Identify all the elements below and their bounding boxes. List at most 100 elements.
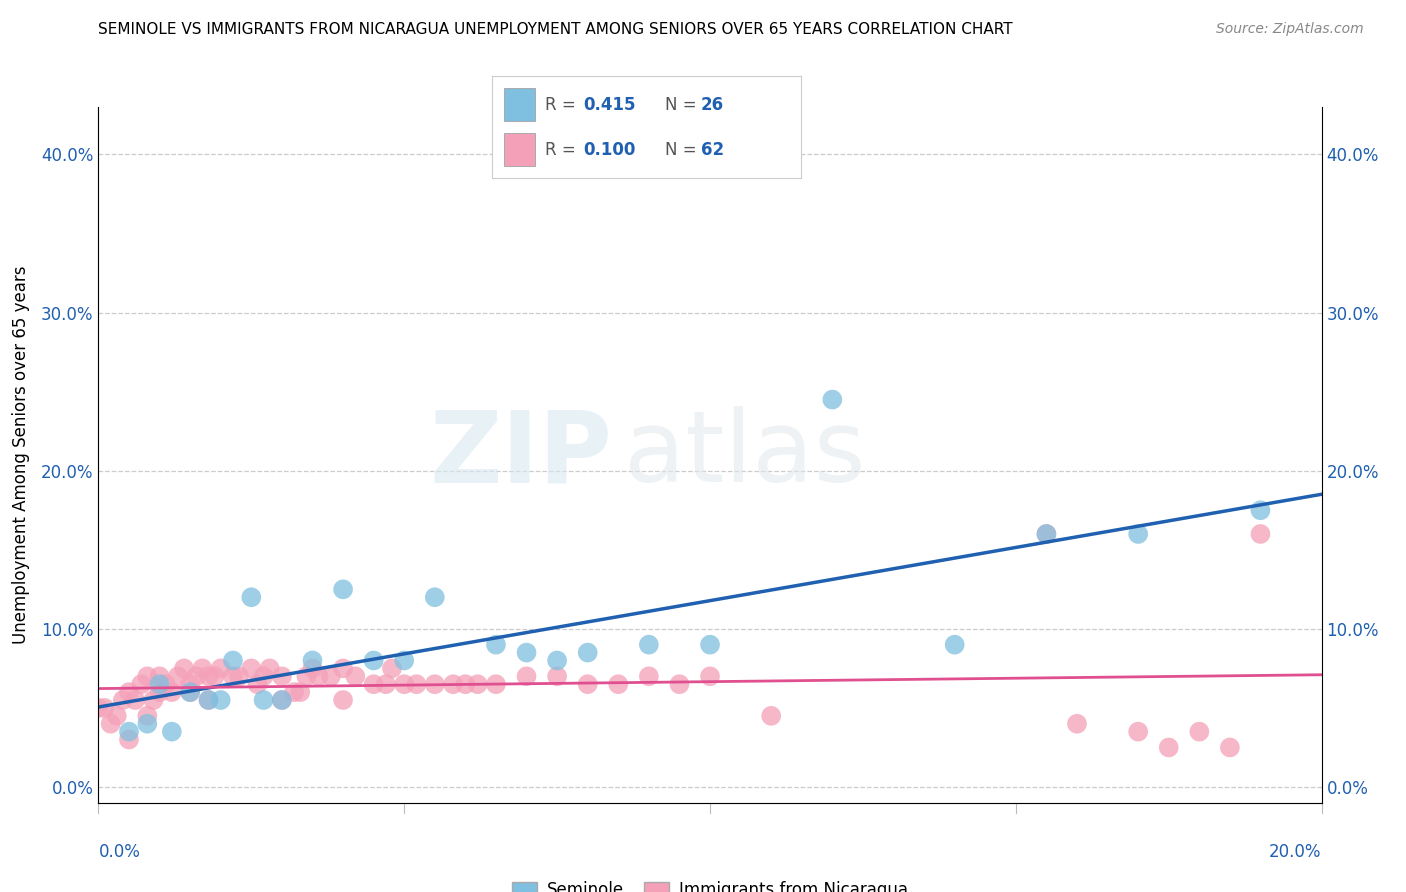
Point <box>179 677 201 691</box>
Y-axis label: Unemployment Among Seniors over 65 years: Unemployment Among Seniors over 65 years <box>11 266 30 644</box>
Point <box>332 661 354 675</box>
Point <box>699 669 721 683</box>
Point <box>308 669 330 683</box>
FancyBboxPatch shape <box>505 88 536 121</box>
Point <box>943 638 966 652</box>
Point <box>344 669 367 683</box>
Text: 62: 62 <box>700 141 724 159</box>
Point <box>129 677 152 691</box>
Point <box>222 669 245 683</box>
Point <box>270 693 292 707</box>
Point <box>252 669 274 683</box>
Point <box>301 661 323 675</box>
Point <box>295 669 318 683</box>
Text: SEMINOLE VS IMMIGRANTS FROM NICARAGUA UNEMPLOYMENT AMONG SENIORS OVER 65 YEARS C: SEMINOLE VS IMMIGRANTS FROM NICARAGUA UN… <box>98 22 1014 37</box>
Point <box>423 591 446 605</box>
Point <box>228 669 250 683</box>
Point <box>136 708 159 723</box>
Point <box>454 677 477 691</box>
Point <box>136 669 159 683</box>
Point <box>105 708 128 723</box>
Point <box>149 669 172 683</box>
Point <box>204 669 226 683</box>
Point <box>821 392 844 407</box>
Text: 26: 26 <box>700 95 724 113</box>
Point <box>637 669 661 683</box>
Point <box>576 646 599 660</box>
Text: 20.0%: 20.0% <box>1270 843 1322 861</box>
Point <box>259 661 281 675</box>
Text: R =: R = <box>544 141 581 159</box>
Text: atlas: atlas <box>624 407 866 503</box>
Point <box>209 661 232 675</box>
Point <box>179 685 201 699</box>
Point <box>332 582 354 597</box>
Point <box>546 653 568 667</box>
Point <box>332 693 354 707</box>
Point <box>1157 740 1180 755</box>
Point <box>363 677 385 691</box>
Point <box>546 669 568 683</box>
Point <box>290 685 312 699</box>
Point <box>485 677 508 691</box>
Text: N =: N = <box>665 141 702 159</box>
Point <box>576 677 599 691</box>
Point <box>319 669 342 683</box>
Point <box>1128 724 1150 739</box>
Point <box>197 669 219 683</box>
Point <box>1249 527 1271 541</box>
Legend: Seminole, Immigrants from Nicaragua: Seminole, Immigrants from Nicaragua <box>505 874 915 892</box>
Point <box>160 724 183 739</box>
Point <box>246 677 269 691</box>
Point <box>124 693 146 707</box>
Point <box>186 669 208 683</box>
Point <box>1128 527 1150 541</box>
Text: ZIP: ZIP <box>429 407 612 503</box>
Point <box>423 677 446 691</box>
Point <box>607 677 630 691</box>
Point <box>392 653 416 667</box>
Point <box>111 693 134 707</box>
Point <box>142 693 165 707</box>
Point <box>270 693 292 707</box>
Point <box>191 661 214 675</box>
Point <box>283 685 305 699</box>
Point <box>136 716 159 731</box>
Text: N =: N = <box>665 95 702 113</box>
Text: 0.415: 0.415 <box>583 95 636 113</box>
Point <box>149 677 172 691</box>
Point <box>118 732 141 747</box>
Point <box>699 638 721 652</box>
Text: Source: ZipAtlas.com: Source: ZipAtlas.com <box>1216 22 1364 37</box>
Text: 0.0%: 0.0% <box>98 843 141 861</box>
Point <box>118 724 141 739</box>
Point <box>1219 740 1241 755</box>
Point <box>1066 716 1088 731</box>
Text: R =: R = <box>544 95 581 113</box>
Point <box>252 693 274 707</box>
Point <box>668 677 690 691</box>
Point <box>173 661 195 675</box>
Point <box>392 677 416 691</box>
Point <box>209 693 232 707</box>
Point <box>485 638 508 652</box>
Point <box>100 716 122 731</box>
Point <box>516 646 538 660</box>
Point <box>167 669 190 683</box>
Text: 0.100: 0.100 <box>583 141 636 159</box>
Point <box>1035 527 1057 541</box>
Point <box>1188 724 1211 739</box>
Point <box>1249 503 1271 517</box>
Point <box>240 661 263 675</box>
Point <box>516 669 538 683</box>
Point <box>87 701 110 715</box>
Point <box>301 653 323 667</box>
Point <box>93 701 115 715</box>
Point <box>149 685 172 699</box>
Point <box>240 591 263 605</box>
Point <box>160 685 183 699</box>
Point <box>381 661 404 675</box>
Point <box>197 693 219 707</box>
FancyBboxPatch shape <box>505 133 536 166</box>
Point <box>363 653 385 667</box>
